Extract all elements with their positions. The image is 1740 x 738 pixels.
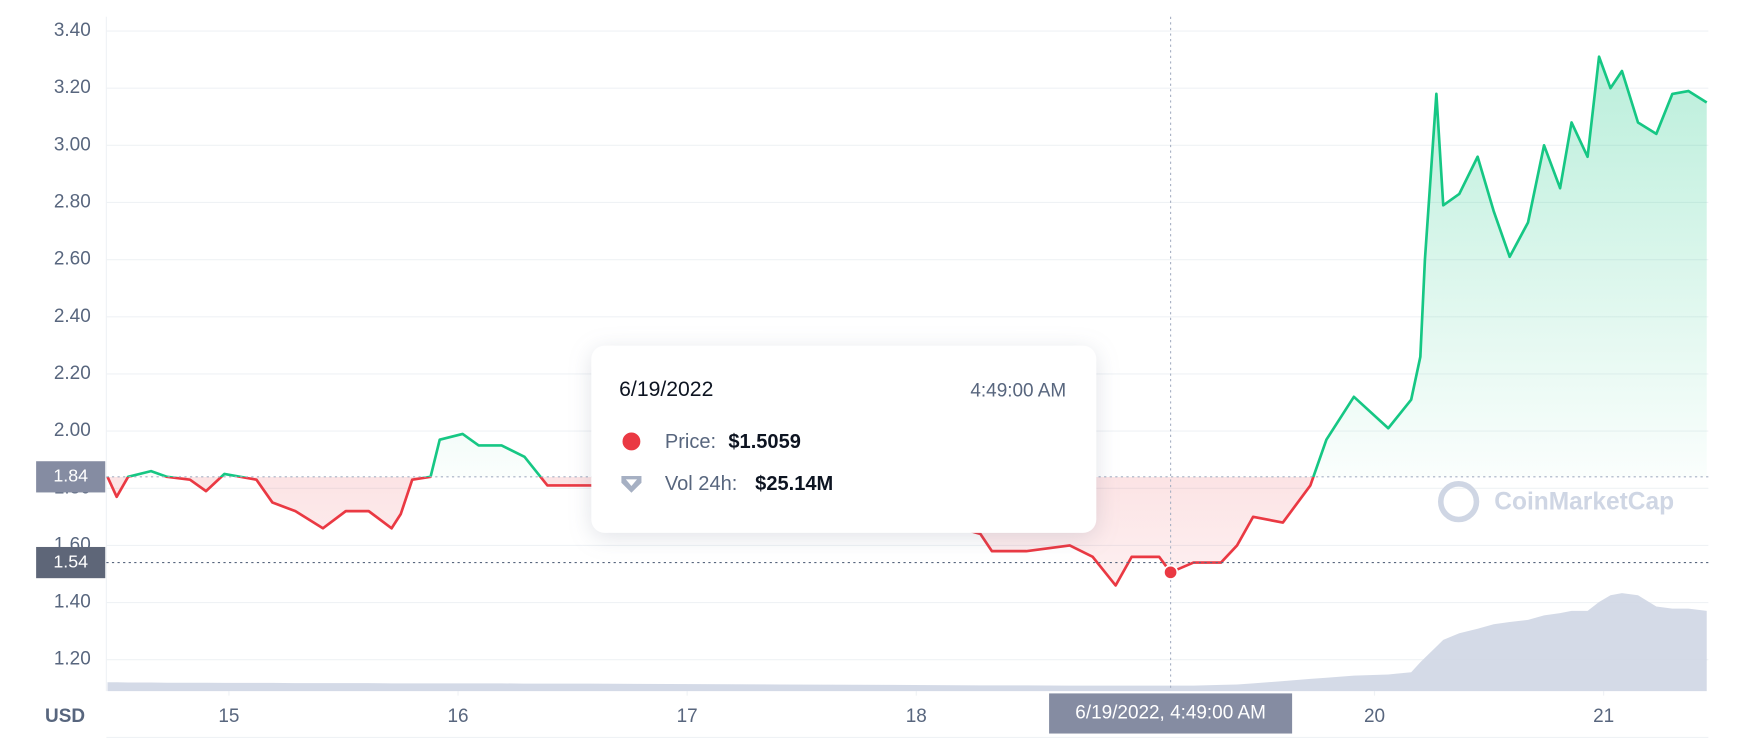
crosshair-y-box <box>36 546 106 579</box>
data-layer <box>106 55 1708 692</box>
y-tick-label: 3.40 <box>54 20 91 41</box>
price-line <box>106 55 1708 587</box>
watermark-logo <box>1437 481 1480 523</box>
tooltip-price-label: Price: <box>665 431 716 453</box>
crosshair-x-label: 6/19/2022, 4:49:00 AM <box>1075 702 1266 723</box>
tooltip-volume-icon-inner <box>625 479 638 487</box>
y-tick-label: 3.00 <box>54 134 91 155</box>
baseline-label-box <box>36 461 106 493</box>
x-tick-label: 18 <box>906 706 927 727</box>
baseline-label: 1.84 <box>53 466 88 486</box>
tooltip-time: 4:49:00 AM <box>970 380 1066 401</box>
tooltip: 6/19/2022 4:49:00 AM Price: $1.5059 Vol … <box>591 345 1097 533</box>
overlay-layer: 1.84 1.54 6/19/2022, 4:49:00 AM <box>36 16 1709 734</box>
tooltip-price: $1.5059 <box>728 431 800 453</box>
tooltip-volume-label: Vol 24h: <box>665 473 737 495</box>
y-tick-label: 2.40 <box>54 306 91 327</box>
x-tick-label: 15 <box>218 706 239 727</box>
tooltip-volume: $25.14M <box>755 473 833 495</box>
price-area <box>107 56 1707 586</box>
y-tick-label: 2.20 <box>54 363 91 384</box>
watermark-text: CoinMarketCap <box>1494 488 1674 515</box>
y-tick-label: 2.80 <box>54 191 91 212</box>
x-tick-label: 16 <box>448 706 469 727</box>
tooltip-price-icon <box>620 430 643 453</box>
y-tick-label: 3.20 <box>54 77 91 98</box>
x-tick-label: 20 <box>1364 706 1385 727</box>
y-tick-label: 1.40 <box>54 592 91 613</box>
y-unit-label: USD <box>45 706 85 727</box>
x-tick-label: 17 <box>677 706 698 727</box>
watermark: CoinMarketCap <box>1437 481 1674 523</box>
y-tick-label: 2.00 <box>54 420 91 441</box>
volume-area <box>107 593 1707 692</box>
crosshair-y-label: 1.54 <box>53 551 88 571</box>
crosshair-x-box <box>1049 693 1293 734</box>
hover-point <box>1163 564 1179 580</box>
y-tick-label: 1.20 <box>54 649 91 670</box>
tooltip-box <box>591 345 1097 533</box>
y-tick-label: 2.60 <box>54 249 91 270</box>
tooltip-date: 6/19/2022 <box>619 378 713 401</box>
x-tick-label: 21 <box>1593 706 1614 727</box>
